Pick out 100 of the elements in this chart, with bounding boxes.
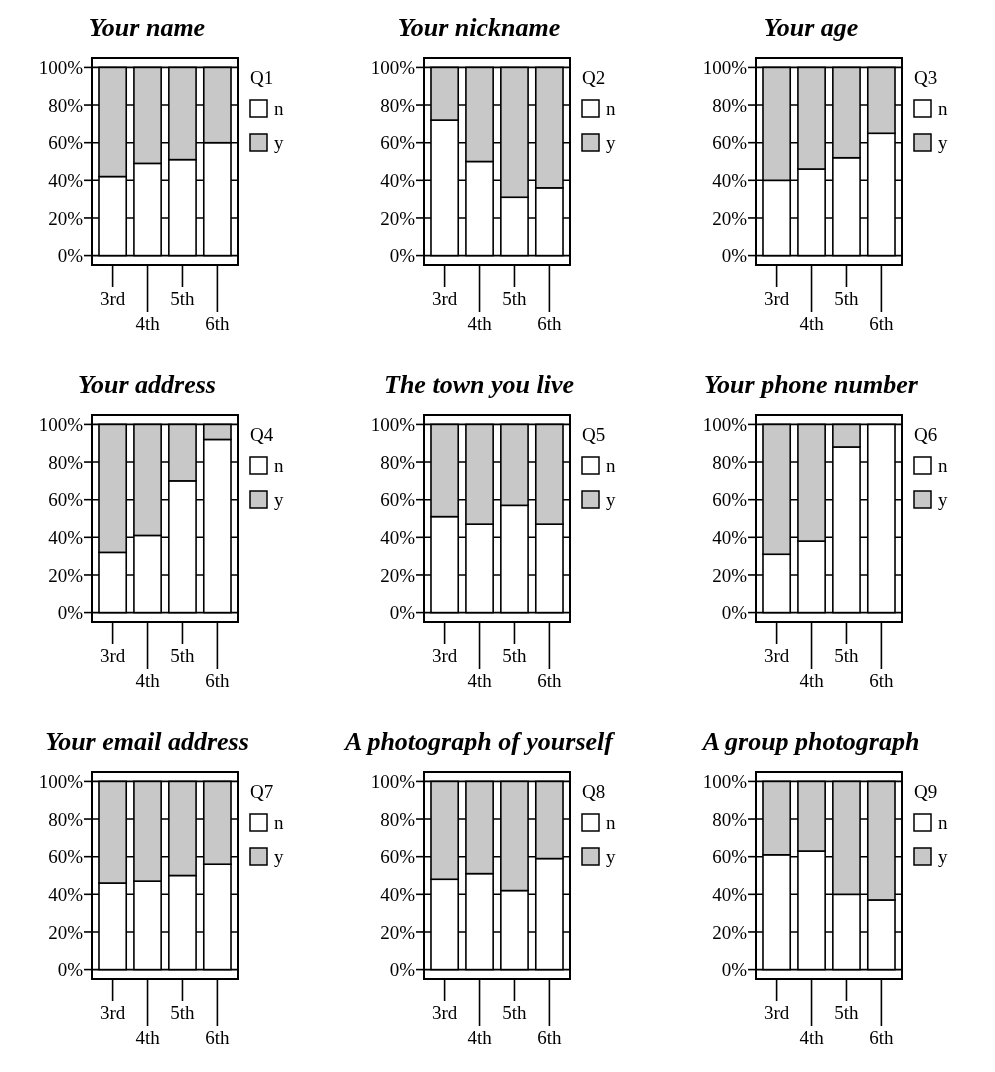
legend-label: n (938, 455, 948, 476)
x-tick-label: 5th (170, 288, 196, 309)
legend-title: Q7 (250, 781, 274, 802)
x-tick-label: 5th (834, 1002, 860, 1023)
x-tick-label: 4th (799, 670, 825, 691)
x-tick-label: 6th (869, 313, 895, 334)
x-tick-label: 4th (135, 1027, 161, 1048)
y-tick-label: 60% (712, 489, 748, 511)
legend-label: y (274, 132, 284, 153)
x-tick-label: 6th (537, 313, 563, 334)
chart-title: Your age (763, 13, 859, 42)
legend-title: Q6 (914, 424, 938, 445)
y-tick-label: 0% (57, 602, 84, 624)
legend-label: y (938, 132, 948, 153)
y-tick-label: 40% (380, 883, 416, 905)
legend-label: n (938, 98, 948, 119)
x-tick-label: 3rd (431, 288, 458, 309)
x-tick-label: 3rd (431, 1002, 458, 1023)
y-tick-label: 20% (380, 921, 416, 943)
y-tick-label: 100% (370, 771, 416, 793)
y-tick-label: 40% (712, 169, 748, 191)
x-tick-label: 6th (205, 670, 231, 691)
legend-label: y (606, 132, 616, 153)
y-tick-label: 40% (712, 526, 748, 548)
legend-title: Q2 (582, 67, 606, 88)
y-tick-label: 100% (702, 414, 748, 436)
chart-title: Your name (88, 13, 206, 42)
legend-title: Q9 (914, 781, 938, 802)
legend-title: Q1 (250, 67, 274, 88)
y-tick-label: 80% (712, 94, 748, 116)
y-tick-label: 20% (712, 921, 748, 943)
chart-title: A photograph of yourself (343, 727, 616, 756)
x-tick-label: 4th (135, 670, 161, 691)
y-tick-label: 0% (389, 245, 416, 267)
y-tick-label: 100% (38, 57, 84, 79)
x-tick-label: 3rd (99, 288, 126, 309)
x-tick-label: 5th (834, 645, 860, 666)
x-tick-label: 4th (799, 313, 825, 334)
y-tick-label: 80% (48, 808, 84, 830)
y-tick-label: 40% (48, 169, 84, 191)
y-tick-label: 0% (57, 245, 84, 267)
legend-label: y (938, 846, 948, 867)
legend-label: n (606, 812, 616, 833)
chart-title: Your email address (45, 727, 249, 756)
y-tick-label: 20% (712, 207, 748, 229)
y-tick-label: 20% (48, 564, 84, 586)
legend-title: Q3 (914, 67, 938, 88)
legend-label: n (606, 455, 616, 476)
chart-title: Your nickname (397, 13, 561, 42)
y-tick-label: 0% (721, 245, 748, 267)
y-tick-label: 60% (48, 846, 84, 868)
y-tick-label: 0% (721, 602, 748, 624)
legend-label: n (606, 98, 616, 119)
y-tick-label: 60% (380, 489, 416, 511)
chart-title: A group photograph (700, 727, 920, 756)
chart-title: Your address (78, 370, 216, 399)
y-tick-label: 100% (702, 57, 748, 79)
legend-title: Q8 (582, 781, 606, 802)
legend-title: Q4 (250, 424, 274, 445)
x-tick-label: 3rd (763, 645, 790, 666)
y-tick-label: 60% (712, 132, 748, 154)
y-tick-label: 0% (389, 959, 416, 981)
y-tick-label: 100% (38, 414, 84, 436)
y-tick-label: 80% (48, 94, 84, 116)
x-tick-label: 6th (205, 313, 231, 334)
y-tick-label: 20% (712, 564, 748, 586)
chart-title: The town you live (384, 370, 574, 399)
y-tick-label: 40% (380, 169, 416, 191)
chart-title: Your phone number (704, 370, 919, 399)
y-tick-label: 0% (721, 959, 748, 981)
x-tick-label: 5th (502, 1002, 528, 1023)
x-tick-label: 4th (467, 313, 493, 334)
legend-label: n (938, 812, 948, 833)
y-tick-label: 100% (38, 771, 84, 793)
y-tick-label: 20% (48, 921, 84, 943)
y-tick-label: 60% (48, 489, 84, 511)
x-tick-label: 5th (170, 645, 196, 666)
y-tick-label: 60% (712, 846, 748, 868)
y-tick-label: 80% (712, 808, 748, 830)
y-tick-label: 40% (712, 883, 748, 905)
y-tick-label: 40% (48, 526, 84, 548)
x-tick-label: 5th (834, 288, 860, 309)
x-tick-label: 6th (205, 1027, 231, 1048)
y-tick-label: 60% (48, 132, 84, 154)
x-tick-label: 4th (467, 1027, 493, 1048)
x-tick-label: 6th (869, 670, 895, 691)
x-tick-label: 3rd (431, 645, 458, 666)
legend-label: y (938, 489, 948, 510)
y-tick-label: 100% (702, 771, 748, 793)
x-tick-label: 3rd (99, 645, 126, 666)
y-tick-label: 20% (380, 207, 416, 229)
y-tick-label: 60% (380, 846, 416, 868)
legend-label: y (274, 846, 284, 867)
y-tick-label: 60% (380, 132, 416, 154)
legend-label: y (606, 489, 616, 510)
y-tick-label: 20% (48, 207, 84, 229)
legend-label: n (274, 455, 284, 476)
y-tick-label: 80% (48, 451, 84, 473)
x-tick-label: 3rd (99, 1002, 126, 1023)
y-tick-label: 0% (57, 959, 84, 981)
